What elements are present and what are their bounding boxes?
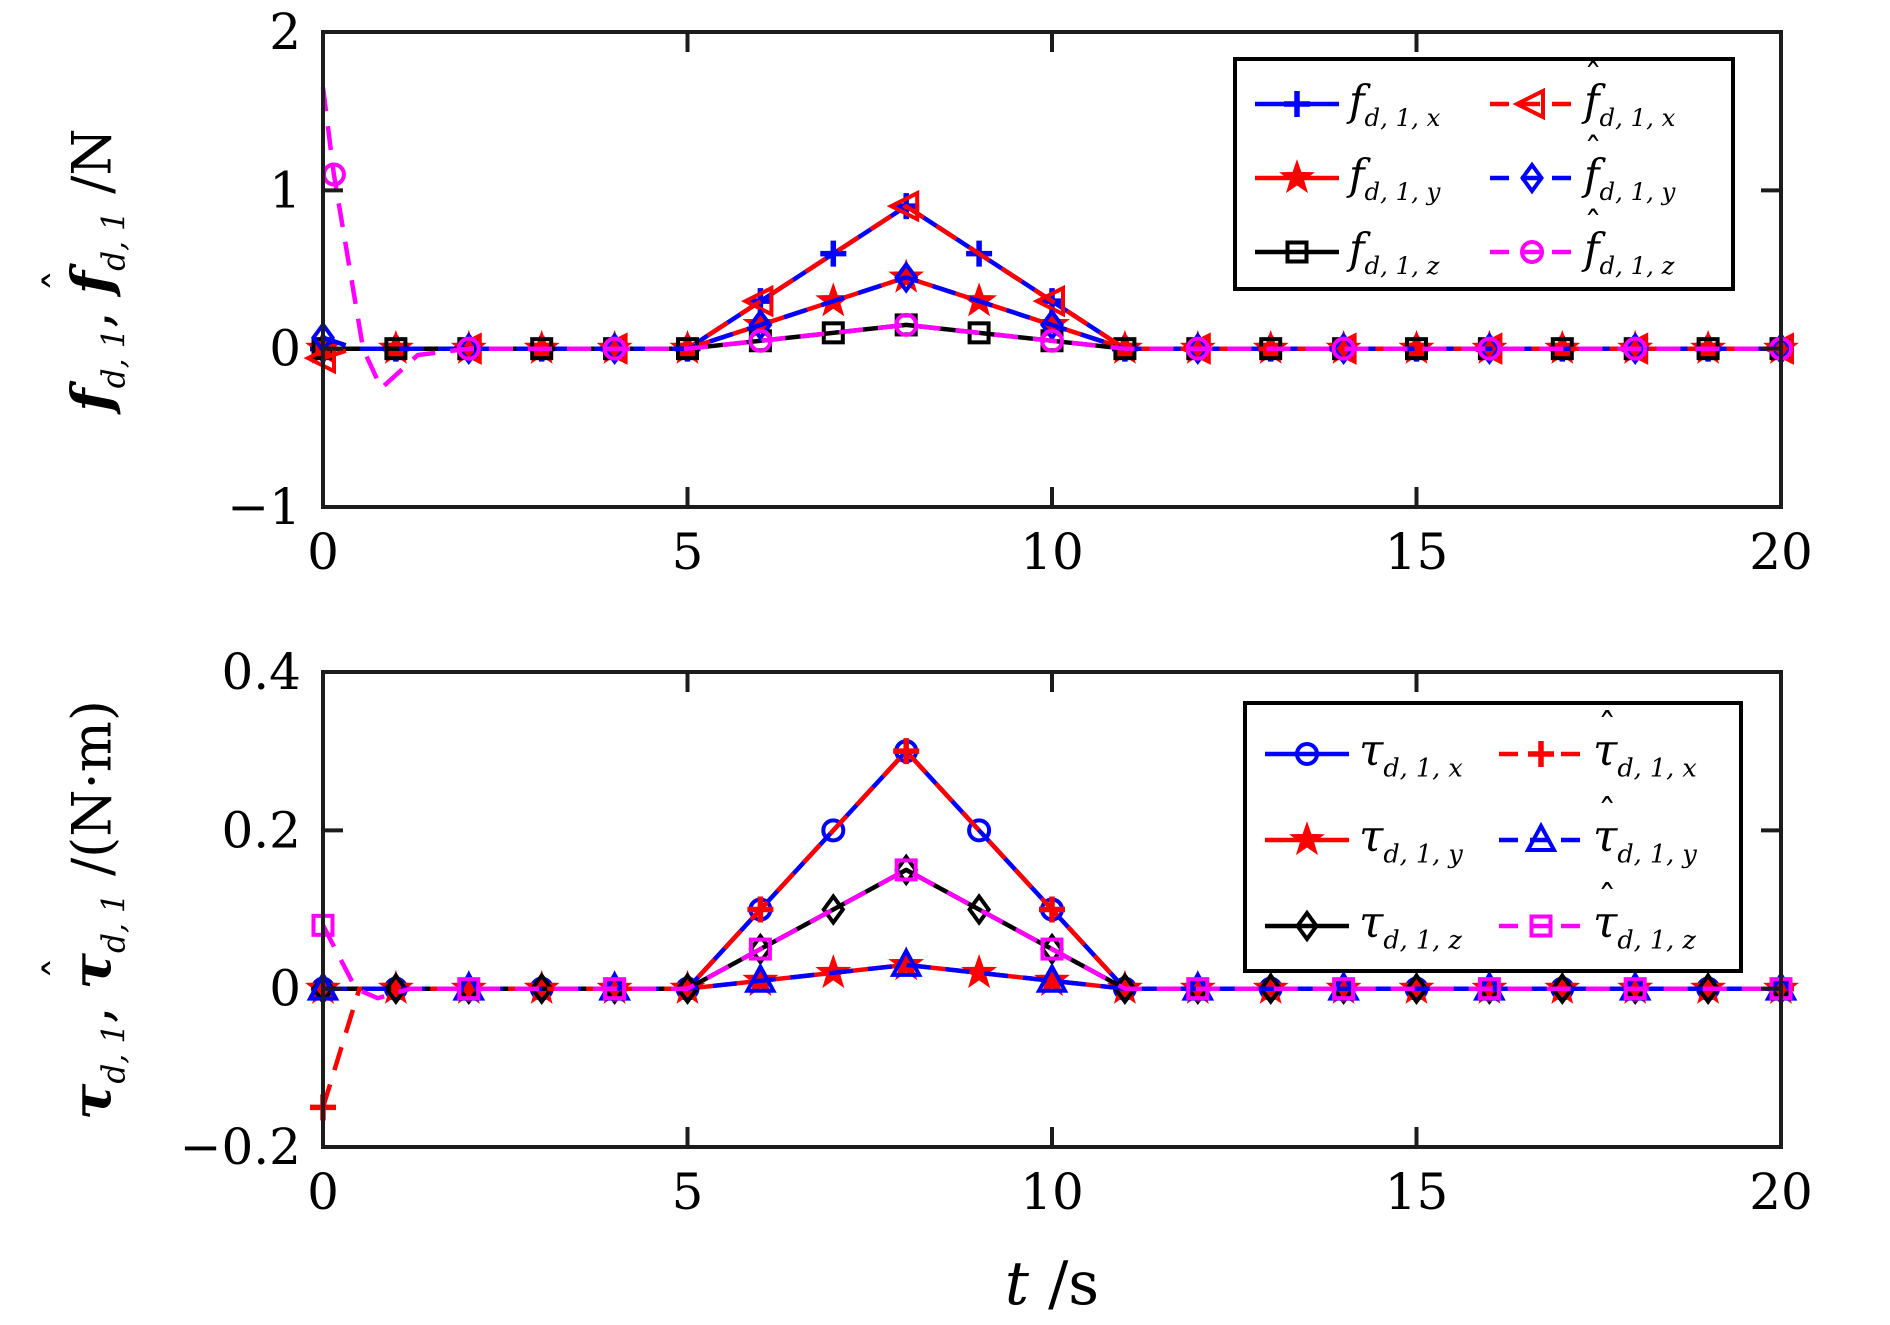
x-tick-label: 15: [1385, 1163, 1449, 1221]
legend-sample-tau-hat-d-1-z: [1499, 914, 1583, 938]
y-tick-label: 0.2: [221, 801, 301, 859]
legend-text-tau-hat-d-1-x: ˆ τd, 1, x: [1593, 705, 1697, 784]
axes-box: [321, 30, 1783, 509]
y-tick-label: 1: [269, 161, 301, 219]
legend-sample-tau-d-1-z: [1265, 909, 1349, 943]
y-tick-label: −1: [227, 478, 301, 536]
x-tick-label: 20: [1749, 523, 1813, 581]
legend-sample-f-d-1-z: [1255, 240, 1339, 264]
legend-entry-tau-d-1-x: τd, 1, x: [1263, 711, 1491, 797]
hat-accent: ˆ: [35, 956, 90, 980]
legend-entry-f-hat-d-1-y: ˆ fd, 1, y: [1488, 131, 1717, 215]
legend-text-f-hat-d-1-x: ˆ fd, 1, x: [1584, 57, 1676, 132]
legend-sample-f-d-1-y: [1255, 159, 1339, 194]
y-axis-label-forces: fd, 1, ˆ fd, 1 /N: [35, 127, 133, 412]
x-tick-label: 10: [1020, 1163, 1084, 1221]
axes-box: [321, 670, 1783, 1149]
hat-accent: ˆ: [1584, 131, 1602, 173]
y-tick-label: 0.4: [221, 643, 301, 701]
legend-text-tau-hat-d-1-z: ˆ τd, 1, z: [1593, 877, 1696, 956]
legend-text-tau-d-1-x: τd, 1, x: [1359, 724, 1463, 784]
markers-tau-hat-d-1-z: [311, 858, 1793, 1001]
legend-torques: τd, 1, x ˆ τd, 1, x τd, 1, y ˆ τd, 1, y τd, 1,…: [1243, 701, 1743, 973]
legend-sample-tau-d-1-x: [1265, 742, 1349, 766]
x-tick-label: 0: [307, 523, 339, 581]
plot-torques: 0 5 10 15 20−0.200.20.4: [180, 643, 1813, 1221]
x-tick-label: 20: [1749, 1163, 1813, 1221]
x-tick-label: 15: [1385, 523, 1449, 581]
legend-entry-tau-hat-d-1-y: ˆ τd, 1, y: [1497, 791, 1725, 883]
hat-accent: ˆ: [35, 268, 90, 292]
legend-sample-f-hat-d-1-z: [1490, 240, 1574, 264]
legend-text-tau-hat-d-1-y: ˆ τd, 1, y: [1593, 791, 1697, 870]
legend-forces: fd, 1, x ˆ fd, 1, x fd, 1, y ˆ fd, 1, y fd, 1,…: [1233, 57, 1735, 291]
legend-text-f-hat-d-1-z: ˆ fd, 1, z: [1584, 205, 1675, 280]
y-tick-label: 0: [269, 960, 301, 1018]
series-tau-hat-d-1-z: [311, 858, 1793, 1001]
hat-accent: ˆ: [1597, 791, 1617, 836]
markers-tau-d-1-z: [311, 853, 1793, 1006]
legend-entry-f-hat-d-1-x: ˆ fd, 1, x: [1488, 57, 1717, 141]
legend-sample-tau-hat-d-1-x: [1499, 741, 1583, 767]
legend-text-tau-d-1-z: τd, 1, z: [1359, 896, 1462, 956]
legend-entry-f-d-1-z: fd, 1, z: [1253, 215, 1482, 289]
legend-entry-tau-hat-d-1-z: ˆ τd, 1, z: [1497, 877, 1725, 969]
hat-accent: ˆ: [1584, 205, 1602, 247]
legend-sample-f-hat-d-1-y: [1490, 161, 1574, 195]
x-tick-label: 10: [1020, 523, 1084, 581]
legend-text-f-d-1-x: fd, 1, x: [1349, 76, 1441, 132]
legend-text-f-d-1-y: fd, 1, y: [1349, 150, 1441, 206]
x-tick-label: 5: [672, 1163, 704, 1221]
x-axis-label: t /s: [1004, 1249, 1100, 1319]
y-tick-label: 0: [269, 320, 301, 378]
hat-accent: ˆ: [1584, 57, 1602, 99]
y-tick-label: 2: [269, 3, 301, 61]
legend-text-f-hat-d-1-y: ˆ fd, 1, y: [1584, 131, 1676, 206]
hat-accent: ˆ: [1597, 877, 1617, 922]
legend-entry-tau-d-1-y: τd, 1, y: [1263, 797, 1491, 883]
legend-sample-f-hat-d-1-x: [1490, 87, 1574, 121]
legend-text-tau-d-1-y: τd, 1, y: [1359, 810, 1463, 870]
legend-entry-tau-d-1-z: τd, 1, z: [1263, 883, 1491, 969]
y-tick-label: −0.2: [180, 1118, 301, 1176]
legend-entry-f-d-1-x: fd, 1, x: [1253, 67, 1482, 141]
legend-text-f-d-1-z: fd, 1, z: [1349, 224, 1440, 280]
x-tick-label: 5: [672, 523, 704, 581]
x-tick-label: 0: [307, 1163, 339, 1221]
legend-sample-f-d-1-x: [1255, 91, 1339, 117]
legend-entry-f-hat-d-1-z: ˆ fd, 1, z: [1488, 205, 1717, 289]
legend-sample-tau-d-1-y: [1265, 821, 1349, 856]
legend-entry-f-d-1-y: fd, 1, y: [1253, 141, 1482, 215]
y-axis-label-torques: τd, 1, ˆ τd, 1 /(N·m): [35, 699, 133, 1120]
tick-labels: 0 5 10 15 20−0.200.20.4: [180, 643, 1813, 1221]
legend-entry-tau-hat-d-1-x: ˆ τd, 1, x: [1497, 705, 1725, 797]
legend-sample-tau-hat-d-1-y: [1499, 821, 1583, 852]
hat-accent: ˆ: [1597, 705, 1617, 750]
